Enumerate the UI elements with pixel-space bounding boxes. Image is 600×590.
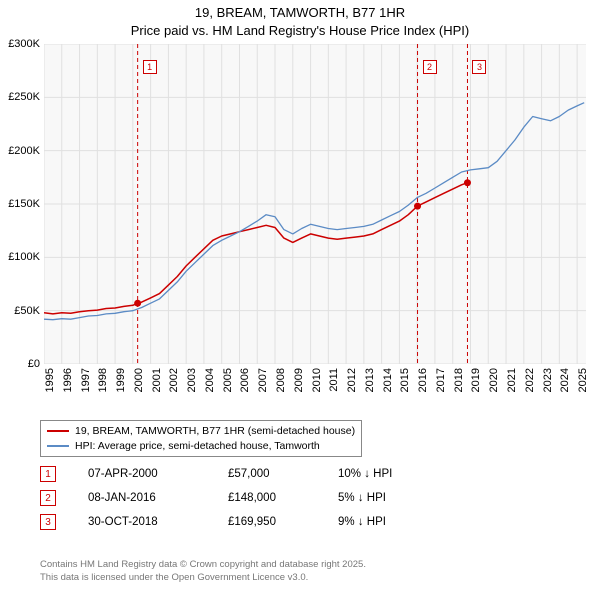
- marker-table-row: 1 07-APR-2000£57,00010% ↓ HPI: [40, 466, 560, 482]
- x-tick-label: 2011: [328, 368, 340, 392]
- title-line2: Price paid vs. HM Land Registry's House …: [0, 22, 600, 40]
- x-tick-label: 2024: [559, 368, 571, 392]
- marker-id-box: 2: [40, 490, 56, 506]
- marker-id-box: 3: [40, 514, 56, 530]
- y-tick-label: £300K: [8, 38, 40, 50]
- legend-swatch: [47, 430, 69, 432]
- x-tick-label: 2018: [453, 368, 465, 392]
- legend-item: 19, BREAM, TAMWORTH, B77 1HR (semi-detac…: [47, 424, 355, 439]
- x-tick-label: 1999: [115, 368, 127, 392]
- x-tick-label: 2022: [524, 368, 536, 392]
- marker-id-box: 1: [40, 466, 56, 482]
- marker-delta: 5% ↓ HPI: [338, 492, 386, 504]
- marker-date: 07-APR-2000: [88, 468, 228, 480]
- y-tick-label: £100K: [8, 251, 40, 263]
- x-tick-label: 1997: [80, 368, 92, 392]
- x-tick-label: 2002: [168, 368, 180, 392]
- y-tick-label: £200K: [8, 145, 40, 157]
- x-tick-label: 1998: [97, 368, 109, 392]
- marker-date: 08-JAN-2016: [88, 492, 228, 504]
- footer: Contains HM Land Registry data © Crown c…: [40, 559, 366, 584]
- chart-container: 19, BREAM, TAMWORTH, B77 1HR Price paid …: [0, 0, 600, 590]
- marker-table-row: 3 30-OCT-2018£169,9509% ↓ HPI: [40, 514, 560, 530]
- marker-price: £57,000: [228, 468, 338, 480]
- x-tick-label: 2020: [488, 368, 500, 392]
- x-tick-label: 2001: [151, 368, 163, 392]
- chart-marker-2: 2: [423, 60, 437, 74]
- x-axis: 1995 1996 1997 1998 1999 2000 2001 2002 2003 2004…: [44, 364, 586, 416]
- chart-svg: [44, 44, 586, 364]
- x-tick-label: 2023: [542, 368, 554, 392]
- x-tick-label: 2016: [417, 368, 429, 392]
- marker-date: 30-OCT-2018: [88, 516, 228, 528]
- x-tick-label: 2003: [186, 368, 198, 392]
- x-tick-label: 2012: [346, 368, 358, 392]
- footer-line2: This data is licensed under the Open Gov…: [40, 572, 366, 584]
- y-tick-label: £0: [28, 358, 40, 370]
- x-tick-label: 2000: [133, 368, 145, 392]
- legend-swatch: [47, 445, 69, 447]
- x-tick-label: 2021: [506, 368, 518, 392]
- x-tick-label: 2019: [470, 368, 482, 392]
- x-tick-label: 2017: [435, 368, 447, 392]
- chart-marker-1: 1: [143, 60, 157, 74]
- footer-line1: Contains HM Land Registry data © Crown c…: [40, 559, 366, 571]
- marker-price: £169,950: [228, 516, 338, 528]
- x-tick-label: 1995: [44, 368, 56, 392]
- title-block: 19, BREAM, TAMWORTH, B77 1HR Price paid …: [0, 0, 600, 39]
- marker-delta: 9% ↓ HPI: [338, 516, 386, 528]
- x-tick-label: 2004: [204, 368, 216, 392]
- y-tick-label: £50K: [14, 305, 40, 317]
- x-tick-label: 2015: [399, 368, 411, 392]
- marker-price: £148,000: [228, 492, 338, 504]
- x-tick-label: 2008: [275, 368, 287, 392]
- y-tick-label: £250K: [8, 91, 40, 103]
- x-tick-label: 2006: [239, 368, 251, 392]
- marker-table: 1 07-APR-2000£57,00010% ↓ HPI 2 08-JAN-2016…: [40, 466, 560, 538]
- legend-label: 19, BREAM, TAMWORTH, B77 1HR (semi-detac…: [75, 424, 355, 439]
- x-tick-label: 2014: [382, 368, 394, 392]
- title-line1: 19, BREAM, TAMWORTH, B77 1HR: [0, 4, 600, 22]
- y-axis: £0£50K£100K£150K£200K£250K£300K: [0, 44, 44, 364]
- x-tick-label: 2013: [364, 368, 376, 392]
- legend-item: HPI: Average price, semi-detached house,…: [47, 439, 355, 454]
- x-tick-label: 2005: [222, 368, 234, 392]
- x-tick-label: 2025: [577, 368, 589, 392]
- chart-plot-area: 1 2 3: [44, 44, 586, 364]
- x-tick-label: 1996: [62, 368, 74, 392]
- x-tick-label: 2010: [311, 368, 323, 392]
- x-tick-label: 2009: [293, 368, 305, 392]
- chart-marker-3: 3: [472, 60, 486, 74]
- marker-delta: 10% ↓ HPI: [338, 468, 392, 480]
- legend: 19, BREAM, TAMWORTH, B77 1HR (semi-detac…: [40, 420, 362, 457]
- legend-label: HPI: Average price, semi-detached house,…: [75, 439, 320, 454]
- marker-table-row: 2 08-JAN-2016£148,0005% ↓ HPI: [40, 490, 560, 506]
- y-tick-label: £150K: [8, 198, 40, 210]
- x-tick-label: 2007: [257, 368, 269, 392]
